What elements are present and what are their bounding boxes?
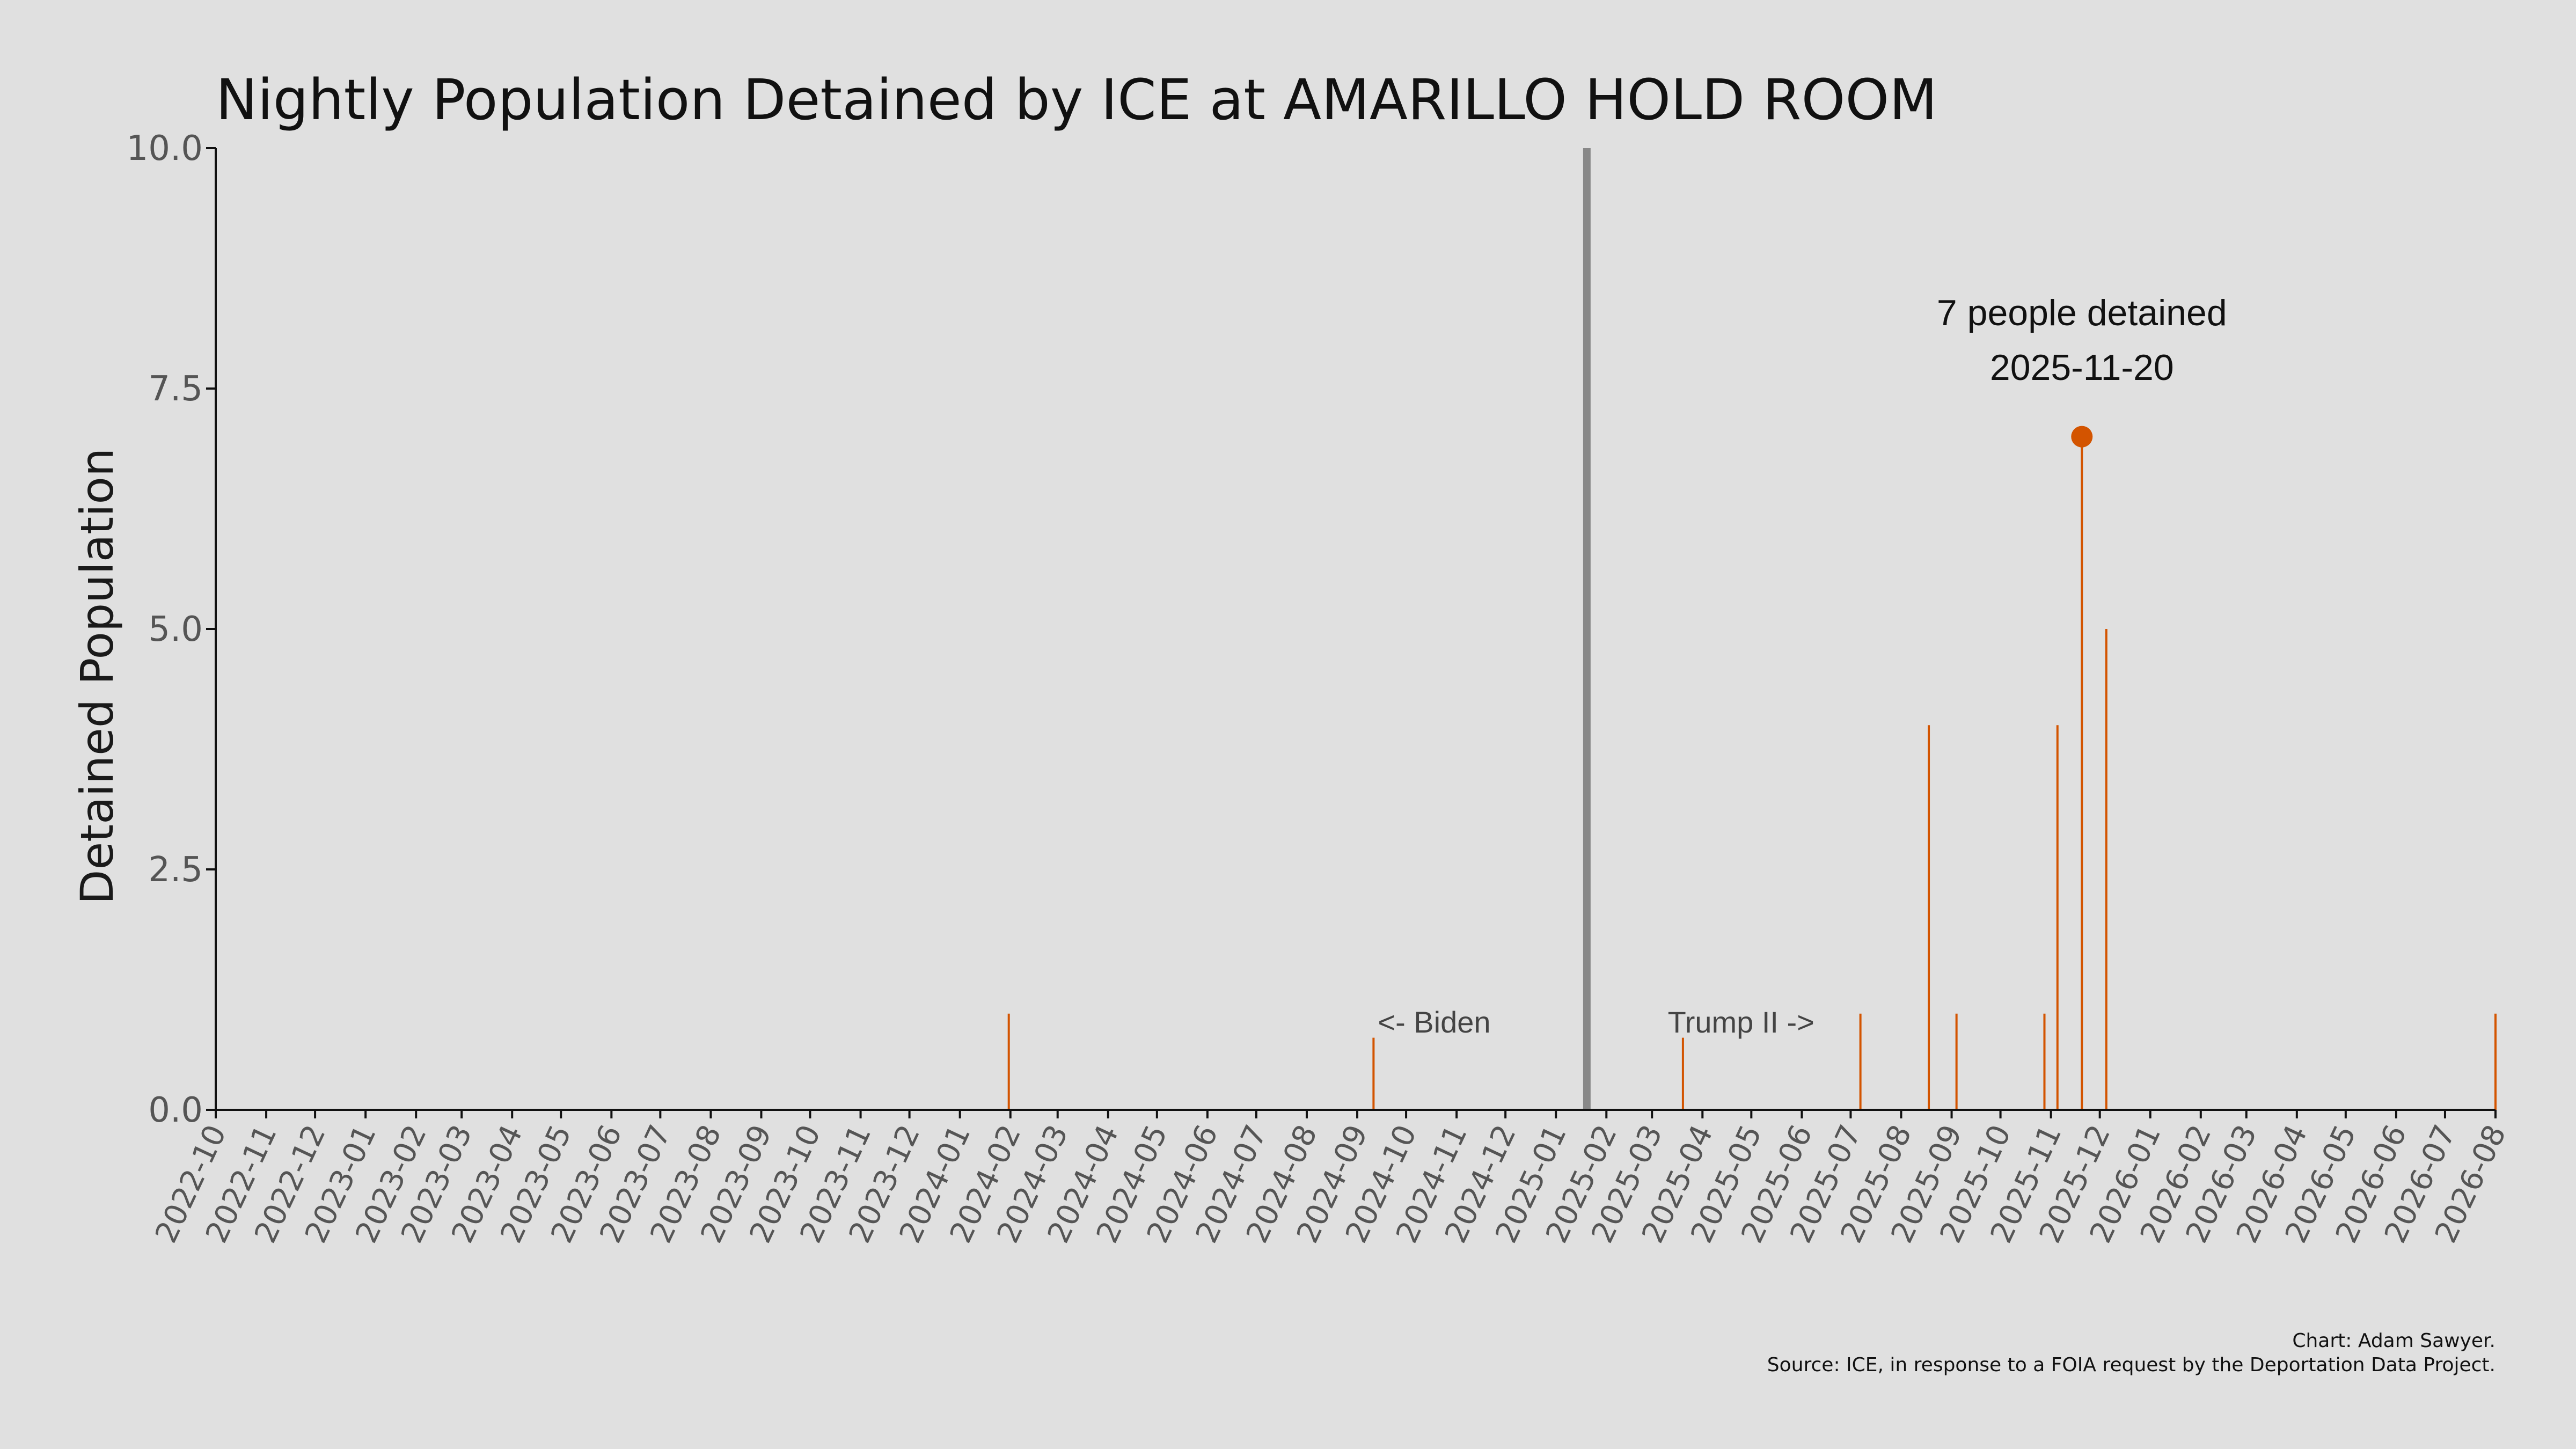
peak-marker: 7 people detained 2025-11-20 [1937, 292, 2227, 448]
y-tick-label: 0.0 [148, 1091, 203, 1130]
y-tick-label: 5.0 [148, 610, 203, 649]
y-tick-label: 7.5 [148, 369, 203, 409]
peak-dot [2071, 426, 2093, 448]
y-tick-label: 2.5 [148, 850, 203, 890]
peak-label: 7 people detained [1937, 292, 2227, 333]
y-axis-label: Detained Population [71, 448, 123, 904]
chart-source: Source: ICE, in response to a FOIA reque… [1767, 1354, 2496, 1376]
annotations: <- Biden Trump II -> [1378, 1005, 1814, 1039]
chart-credit: Chart: Adam Sawyer. [2292, 1330, 2496, 1352]
y-tick-label: 10.0 [127, 129, 203, 169]
chart-title: Nightly Population Detained by ICE at AM… [216, 67, 1937, 133]
y-axis-ticks: 0.0 2.5 5.0 7.5 10.0 [127, 129, 216, 1130]
biden-annotation: <- Biden [1378, 1005, 1490, 1039]
data-bars [1007, 436, 2497, 1110]
x-axis-ticks: 2022-102022-112022-122023-012023-022023-… [149, 1110, 2513, 1248]
trump-annotation: Trump II -> [1668, 1005, 1814, 1039]
peak-date-label: 2025-11-20 [1990, 347, 2174, 388]
axes [215, 148, 2496, 1111]
